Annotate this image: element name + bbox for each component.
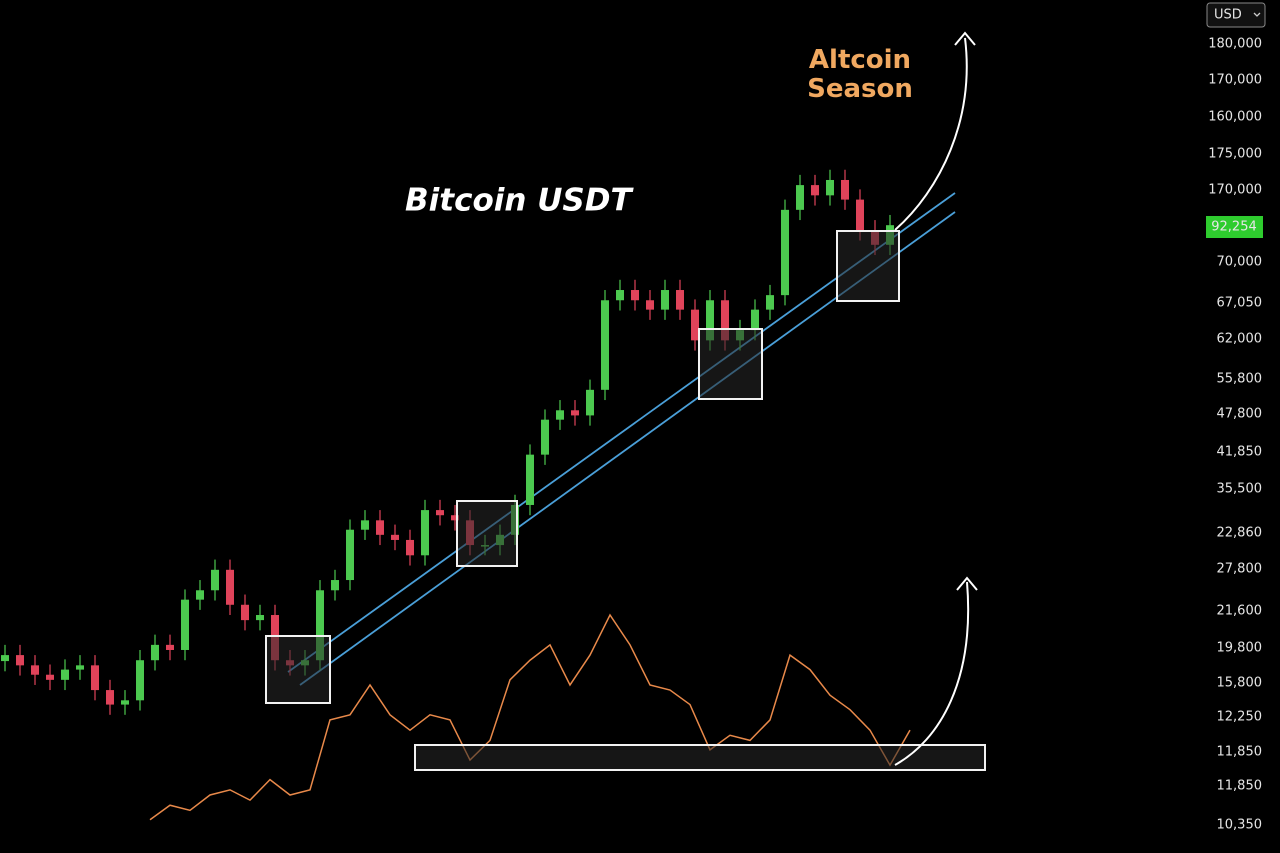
support-zone xyxy=(414,744,986,771)
candle-body xyxy=(196,590,204,600)
arrow xyxy=(894,581,970,766)
candle-body xyxy=(781,209,789,296)
candle-body xyxy=(256,615,264,621)
candle-body xyxy=(121,700,129,705)
oscillator-line xyxy=(149,613,911,821)
y-axis-label: 19,800 xyxy=(1217,641,1263,656)
y-axis-label: 21,600 xyxy=(1217,604,1263,619)
candle-body xyxy=(106,690,114,705)
y-axis-label: 41,850 xyxy=(1217,445,1263,460)
candle-body xyxy=(361,520,369,530)
dropdown-icon xyxy=(1253,12,1261,17)
candle-body xyxy=(1,655,9,662)
candle-body xyxy=(856,199,864,231)
candle-body xyxy=(226,569,234,605)
candle-body xyxy=(331,580,339,591)
y-axis-label: 11,850 xyxy=(1217,745,1263,760)
candle-body xyxy=(601,300,609,390)
candle-body xyxy=(556,410,564,420)
candle-body xyxy=(451,515,459,521)
candle-body xyxy=(706,300,714,341)
candle-body xyxy=(541,419,549,455)
plot xyxy=(1,169,956,821)
y-axis-label: 70,000 xyxy=(1217,255,1263,270)
candle-body xyxy=(631,290,639,301)
y-axis-label: 35,500 xyxy=(1217,482,1263,497)
annotation: Altcoin Season xyxy=(807,45,913,104)
support-box xyxy=(456,500,518,567)
candle-body xyxy=(181,599,189,650)
candle-body xyxy=(76,665,84,670)
candle-body xyxy=(421,510,429,556)
candle-body xyxy=(796,185,804,210)
candle-body xyxy=(166,644,174,650)
arrow xyxy=(894,37,968,231)
y-axis-label: 67,050 xyxy=(1217,296,1263,311)
candle-body xyxy=(91,665,99,691)
annotation-text: Altcoin Season xyxy=(807,45,913,104)
candle-body xyxy=(436,510,444,516)
support-box xyxy=(265,635,331,704)
candle-body xyxy=(661,290,669,310)
price-tag-label: 92,254 xyxy=(1211,220,1257,235)
arrow-head xyxy=(956,576,978,591)
y-axis-label: 22,860 xyxy=(1217,526,1263,541)
y-axis-label: 170,000 xyxy=(1208,183,1262,198)
candle-body xyxy=(346,529,354,581)
candle-body xyxy=(151,644,159,661)
candle-body xyxy=(316,590,324,661)
y-axis-label: 10,350 xyxy=(1217,818,1263,833)
y-axis-label: 55,800 xyxy=(1217,372,1263,387)
candle-body xyxy=(841,179,849,200)
currency-selector[interactable] xyxy=(1206,2,1266,28)
y-axis-label: 175,000 xyxy=(1208,147,1262,162)
candle-body xyxy=(811,185,819,196)
candle-body xyxy=(676,290,684,310)
candle-body xyxy=(691,309,699,341)
y-axis-label: 180,000 xyxy=(1208,37,1262,52)
candle-body xyxy=(751,309,759,331)
candle-body xyxy=(616,290,624,301)
y-axis-label: 170,000 xyxy=(1208,73,1262,88)
candle-body xyxy=(406,539,414,556)
support-box xyxy=(698,328,763,400)
candle-body xyxy=(391,534,399,540)
y-axis-label: 12,250 xyxy=(1217,710,1263,725)
candle-body xyxy=(46,674,54,680)
candle-body xyxy=(721,300,729,341)
price-tag xyxy=(1206,216,1263,238)
candle-body xyxy=(646,300,654,310)
candle-body xyxy=(211,569,219,591)
candle-body xyxy=(376,520,384,535)
y-axis-label: 47,800 xyxy=(1217,407,1263,422)
candle-body xyxy=(826,179,834,196)
currency-label[interactable]: USD xyxy=(1214,8,1242,23)
support-box xyxy=(836,230,900,302)
y-axis-label: 15,800 xyxy=(1217,676,1263,691)
candle-body xyxy=(31,665,39,675)
arrow-head xyxy=(954,31,976,46)
candle-body xyxy=(586,389,594,416)
y-axis-label: 11,850 xyxy=(1217,779,1263,794)
candle-body xyxy=(571,410,579,416)
candle-body xyxy=(241,604,249,621)
y-axis-label: 27,800 xyxy=(1217,562,1263,577)
y-axis-label: 160,000 xyxy=(1208,110,1262,125)
candle-body xyxy=(526,454,534,505)
candle-body xyxy=(136,660,144,701)
candle-body xyxy=(16,655,24,666)
chart-title: Bitcoin USDT xyxy=(405,183,634,219)
y-axis-label: 62,000 xyxy=(1217,332,1263,347)
candle-body xyxy=(61,669,69,680)
candle-body xyxy=(766,295,774,310)
